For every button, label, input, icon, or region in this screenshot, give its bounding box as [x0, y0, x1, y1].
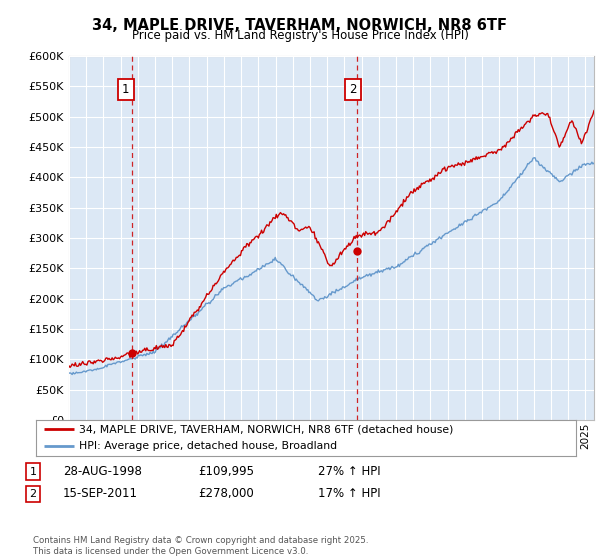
Text: 1: 1: [122, 83, 130, 96]
Text: HPI: Average price, detached house, Broadland: HPI: Average price, detached house, Broa…: [79, 441, 337, 451]
Text: 28-AUG-1998: 28-AUG-1998: [63, 465, 142, 478]
Text: £278,000: £278,000: [198, 487, 254, 501]
Text: Price paid vs. HM Land Registry's House Price Index (HPI): Price paid vs. HM Land Registry's House …: [131, 29, 469, 42]
Text: 17% ↑ HPI: 17% ↑ HPI: [318, 487, 380, 501]
Text: £109,995: £109,995: [198, 465, 254, 478]
Text: 27% ↑ HPI: 27% ↑ HPI: [318, 465, 380, 478]
Text: 34, MAPLE DRIVE, TAVERHAM, NORWICH, NR8 6TF: 34, MAPLE DRIVE, TAVERHAM, NORWICH, NR8 …: [92, 18, 508, 33]
Text: 1: 1: [29, 466, 37, 477]
Text: 15-SEP-2011: 15-SEP-2011: [63, 487, 138, 501]
Text: 2: 2: [349, 83, 357, 96]
Text: 34, MAPLE DRIVE, TAVERHAM, NORWICH, NR8 6TF (detached house): 34, MAPLE DRIVE, TAVERHAM, NORWICH, NR8 …: [79, 424, 454, 434]
Text: Contains HM Land Registry data © Crown copyright and database right 2025.
This d: Contains HM Land Registry data © Crown c…: [33, 536, 368, 556]
Text: 2: 2: [29, 489, 37, 499]
